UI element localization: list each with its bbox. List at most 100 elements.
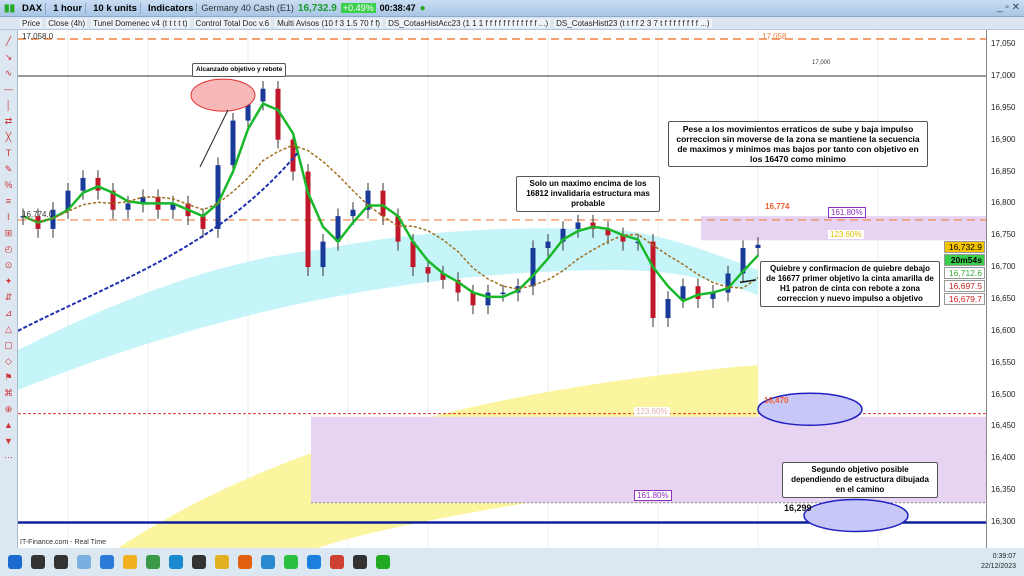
indicator-chip[interactable]: Price [20, 18, 43, 28]
drawing-tool-icon[interactable]: ▼ [4, 436, 13, 446]
drawing-tool-icon[interactable]: ✦ [4, 276, 13, 286]
candle-body [200, 216, 206, 229]
drawing-tool-icon[interactable]: ≡ [5, 196, 12, 206]
indicator-chip[interactable]: Close (4h) [46, 18, 88, 28]
drawing-tool-icon[interactable]: ⋯ [4, 452, 13, 462]
target-ellipse [190, 78, 256, 112]
taskbar [0, 548, 1024, 576]
taskbar-app-icon[interactable] [284, 555, 298, 569]
indicator-chip[interactable]: DS_CotasHistt23 (t t f f 2 3 7 t f f f f… [554, 18, 712, 28]
taskbar-app-icon[interactable] [192, 555, 206, 569]
axis-tick-label: 16,950 [991, 102, 1016, 112]
candle-body [65, 190, 71, 210]
taskbar-app-icon[interactable] [123, 555, 137, 569]
axis-tick-label: 16,650 [991, 293, 1016, 303]
drawing-tool-icon[interactable]: ▲ [4, 420, 13, 430]
drawing-tool-icon[interactable]: ↘ [4, 52, 13, 62]
symbol-select[interactable]: DAX [19, 2, 47, 14]
candle-body [245, 101, 251, 121]
indicator-chip[interactable]: Tunel Domenec v4 (t t t t t) [91, 18, 190, 28]
indicator-chip[interactable]: Control Total Doc v.6 [193, 18, 272, 28]
taskbar-app-icon[interactable] [330, 555, 344, 569]
drawing-tool-icon[interactable]: ▢ [4, 340, 13, 350]
axis-tick-label: 16,850 [991, 166, 1016, 176]
timeframe-select[interactable]: 1 hour [50, 2, 87, 14]
drawing-tool-icon[interactable]: ⊞ [4, 228, 13, 238]
units-select[interactable]: 10 k units [90, 2, 141, 14]
price-tag-t1: 16,712.6 [944, 267, 985, 279]
target-16470-ellipse [757, 392, 863, 426]
drawing-tool-icon[interactable]: ╳ [5, 132, 12, 142]
trend-dotted-line [18, 151, 299, 332]
taskbar-app-icon[interactable] [31, 555, 45, 569]
drawing-tool-icon[interactable]: ⌇ [6, 212, 11, 222]
drawing-toolbar: ╱ ↘ ∿ — │ ⇄ ╳ T ✎% ≡ ⌇ ⊞ ◴ ⊙ ✦ ⇵ ⊿ △ ▢ ◇ ⚑ ⌘ ⊕ ▲ ▼ ⋯ [0, 30, 18, 548]
drawing-tool-icon[interactable]: │ [5, 100, 12, 110]
axis-tick-label: 16,800 [991, 198, 1016, 208]
instrument-name: Germany 40 Cash (E1) [201, 3, 294, 13]
candle-body [635, 241, 641, 244]
candle-body [335, 216, 341, 242]
candle-body [560, 228, 566, 242]
candle-body [215, 165, 221, 229]
candle-body [125, 203, 131, 210]
drawing-tool-icon[interactable]: △ [5, 324, 12, 334]
taskbar-app-icon[interactable] [261, 555, 275, 569]
taskbar-app-icon[interactable] [146, 555, 160, 569]
drawing-tool-icon[interactable]: T [5, 148, 12, 158]
drawing-tool-icon[interactable]: ◇ [5, 356, 12, 366]
price-chart[interactable] [18, 30, 986, 548]
window-controls[interactable]: _ ▫ ✕ [996, 2, 1020, 13]
drawing-tool-icon[interactable]: ⊕ [4, 404, 13, 414]
candle-body [380, 190, 386, 217]
drawing-tool-icon[interactable]: ⇵ [4, 292, 13, 302]
taskbar-app-icon[interactable] [215, 555, 229, 569]
taskbar-app-icon[interactable] [8, 555, 22, 569]
drawing-tool-icon[interactable]: ⌘ [4, 388, 13, 398]
candle-body [305, 171, 311, 268]
drawing-tool-icon[interactable]: ⇄ [4, 116, 13, 126]
indicator-bar: Price Close (4h) Tunel Domenec v4 (t t t t… [0, 17, 1024, 30]
candle-body [95, 177, 101, 191]
taskbar-app-icon[interactable] [307, 555, 321, 569]
indicators-button[interactable]: Indicators [145, 2, 198, 14]
candle-body [440, 273, 446, 280]
clock-date: 22/12/2023 [980, 563, 1016, 570]
level-label-16299: 16,299 [784, 503, 812, 513]
candle-body [665, 298, 671, 319]
drawing-tool-icon[interactable]: ◴ [4, 244, 13, 254]
taskbar-app-icon[interactable] [376, 555, 390, 569]
drawing-tool-icon[interactable]: ╱ [5, 36, 12, 46]
level-label-17058: 17,058.0 [22, 32, 54, 41]
drawing-tool-icon[interactable]: ✎ [4, 164, 13, 174]
candle-body [110, 190, 116, 210]
drawing-tool-icon[interactable]: ⊿ [4, 308, 13, 318]
candle-body [290, 139, 296, 172]
indicator-chip[interactable]: DS_CotasHistAcc23 (1 1 1 f f f f f f f f… [386, 18, 551, 28]
slow-ma-line [22, 144, 759, 290]
change-badge: +0.49% [340, 3, 376, 13]
taskbar-app-icon[interactable] [100, 555, 114, 569]
candle-body [545, 241, 551, 248]
taskbar-app-icon[interactable] [77, 555, 91, 569]
candle-body [365, 190, 371, 210]
drawing-tool-icon[interactable]: ⚑ [4, 372, 13, 382]
candle-body [260, 88, 266, 102]
taskbar-app-icon[interactable] [353, 555, 367, 569]
taskbar-app-icon[interactable] [238, 555, 252, 569]
taskbar-app-icon[interactable] [169, 555, 183, 569]
drawing-tool-icon[interactable]: — [4, 84, 13, 94]
axis-tick-label: 17,050 [991, 39, 1016, 49]
taskbar-app-icon[interactable] [54, 555, 68, 569]
indicator-chip[interactable]: Multi Avisos (10 f 3 1.5 70 f f) [275, 18, 383, 28]
price-axis: 17,050 17,000 16,950 16,900 16,850 16,800 16,7… [986, 30, 1024, 548]
drawing-tool-icon[interactable]: ⊙ [4, 260, 13, 270]
drawing-tool-icon[interactable]: ∿ [4, 68, 13, 78]
timer: 00:38:47 [379, 3, 416, 13]
candle-body [425, 267, 431, 274]
drawing-tool-icon[interactable]: % [4, 180, 13, 190]
candle-body [755, 244, 761, 248]
chart-type-icon[interactable]: ▮▮ [4, 2, 16, 14]
axis-tick-label: 16,900 [991, 134, 1016, 144]
candle-body [620, 235, 626, 242]
